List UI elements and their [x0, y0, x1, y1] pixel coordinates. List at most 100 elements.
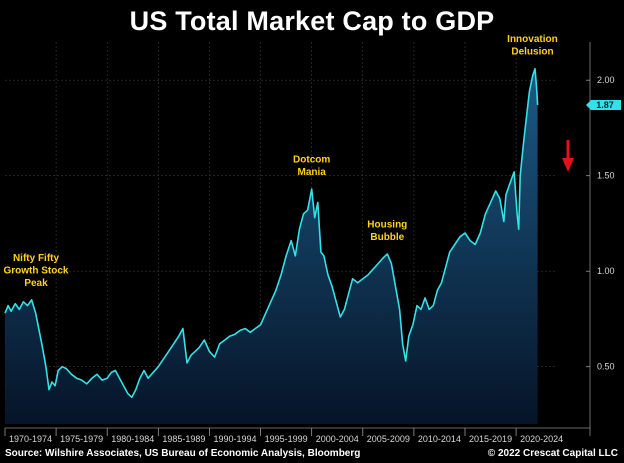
data-point [352, 278, 354, 280]
x-tick-label: 1970-1974 [9, 434, 52, 444]
data-point [111, 372, 113, 374]
data-point [214, 356, 216, 358]
data-point [173, 343, 175, 345]
data-point [106, 377, 108, 379]
data-point [163, 358, 165, 360]
data-point [408, 335, 410, 337]
annotation-text: Dotcom [293, 155, 330, 166]
data-point [335, 301, 337, 303]
data-point [372, 269, 374, 271]
data-point [7, 305, 9, 307]
data-point [299, 228, 301, 230]
data-point [51, 381, 53, 383]
data-point [516, 213, 518, 215]
down-arrow-head [562, 158, 574, 172]
data-point [19, 309, 21, 311]
data-point [509, 183, 511, 185]
data-point [190, 354, 192, 356]
x-tick-label: 1985-1989 [162, 434, 205, 444]
x-tick-label: 2015-2019 [469, 434, 512, 444]
data-point [428, 309, 430, 311]
data-point [178, 335, 180, 337]
annotation-text: Peak [24, 278, 48, 289]
data-point [536, 87, 538, 89]
chart-title: US Total Market Cap to GDP [129, 6, 495, 36]
data-point [433, 305, 435, 307]
data-point [280, 274, 282, 276]
data-point [265, 312, 267, 314]
data-point [158, 366, 160, 368]
data-point [168, 351, 170, 353]
data-point [449, 251, 451, 253]
data-point [311, 188, 313, 190]
area-series [4, 67, 539, 424]
data-point [209, 351, 211, 353]
annotation-text: Housing [367, 220, 407, 231]
data-point [485, 213, 487, 215]
area-fill [5, 68, 538, 424]
data-point [499, 198, 501, 200]
axes: 0.50 1.00 1.50 2.00 1970-1974 1975-1979 1980-1… [4, 42, 621, 444]
data-point [495, 190, 497, 192]
data-point [139, 377, 141, 379]
data-point [186, 362, 188, 364]
data-point [519, 175, 521, 177]
data-point [317, 202, 319, 204]
data-point [331, 286, 333, 288]
data-point [327, 274, 329, 276]
data-point [270, 301, 272, 303]
annotation-text: Bubble [370, 232, 404, 243]
data-point [194, 351, 196, 353]
data-point [459, 236, 461, 238]
x-tick-label: 2005-2009 [367, 434, 410, 444]
data-point [314, 217, 316, 219]
data-point [239, 330, 241, 332]
x-tick-label: 1990-1994 [213, 434, 256, 444]
data-point [513, 171, 515, 173]
data-point [490, 202, 492, 204]
data-point [54, 385, 56, 387]
data-point [86, 383, 88, 385]
data-point [412, 324, 414, 326]
x-tick-label: 2010-2014 [418, 434, 461, 444]
data-point [119, 377, 121, 379]
data-point [320, 251, 322, 253]
data-point [480, 232, 482, 234]
data-point [123, 385, 125, 387]
data-point [35, 312, 37, 314]
x-tick-label: 1975-1979 [60, 434, 103, 444]
annotation-text: Nifty Fifty [13, 253, 60, 264]
data-point [147, 377, 149, 379]
data-point [182, 328, 184, 330]
data-point [518, 228, 520, 230]
data-point [31, 299, 33, 301]
data-point [101, 379, 103, 381]
x-tick-label: 2000-2004 [316, 434, 359, 444]
data-point [503, 221, 505, 223]
data-point [469, 240, 471, 242]
data-point [405, 360, 407, 362]
data-point [340, 316, 342, 318]
data-point [295, 255, 297, 257]
data-point [445, 267, 447, 269]
data-point [224, 339, 226, 341]
y-tick-label: 2.00 [597, 75, 615, 85]
data-point [66, 368, 68, 370]
annotation-text: Delusion [511, 47, 553, 58]
data-point [229, 335, 231, 337]
last-value-badge [586, 100, 621, 111]
series-line [4, 67, 539, 399]
data-point [290, 240, 292, 242]
data-point [307, 209, 309, 211]
data-point [204, 339, 206, 341]
source-note: Source: Wilshire Associates, US Bureau o… [5, 448, 361, 459]
data-point [391, 263, 393, 265]
data-point [523, 144, 525, 146]
data-point [61, 366, 63, 368]
data-point [255, 328, 257, 330]
x-tick-label: 1980-1984 [111, 434, 154, 444]
data-point [402, 343, 404, 345]
data-point [505, 194, 507, 196]
